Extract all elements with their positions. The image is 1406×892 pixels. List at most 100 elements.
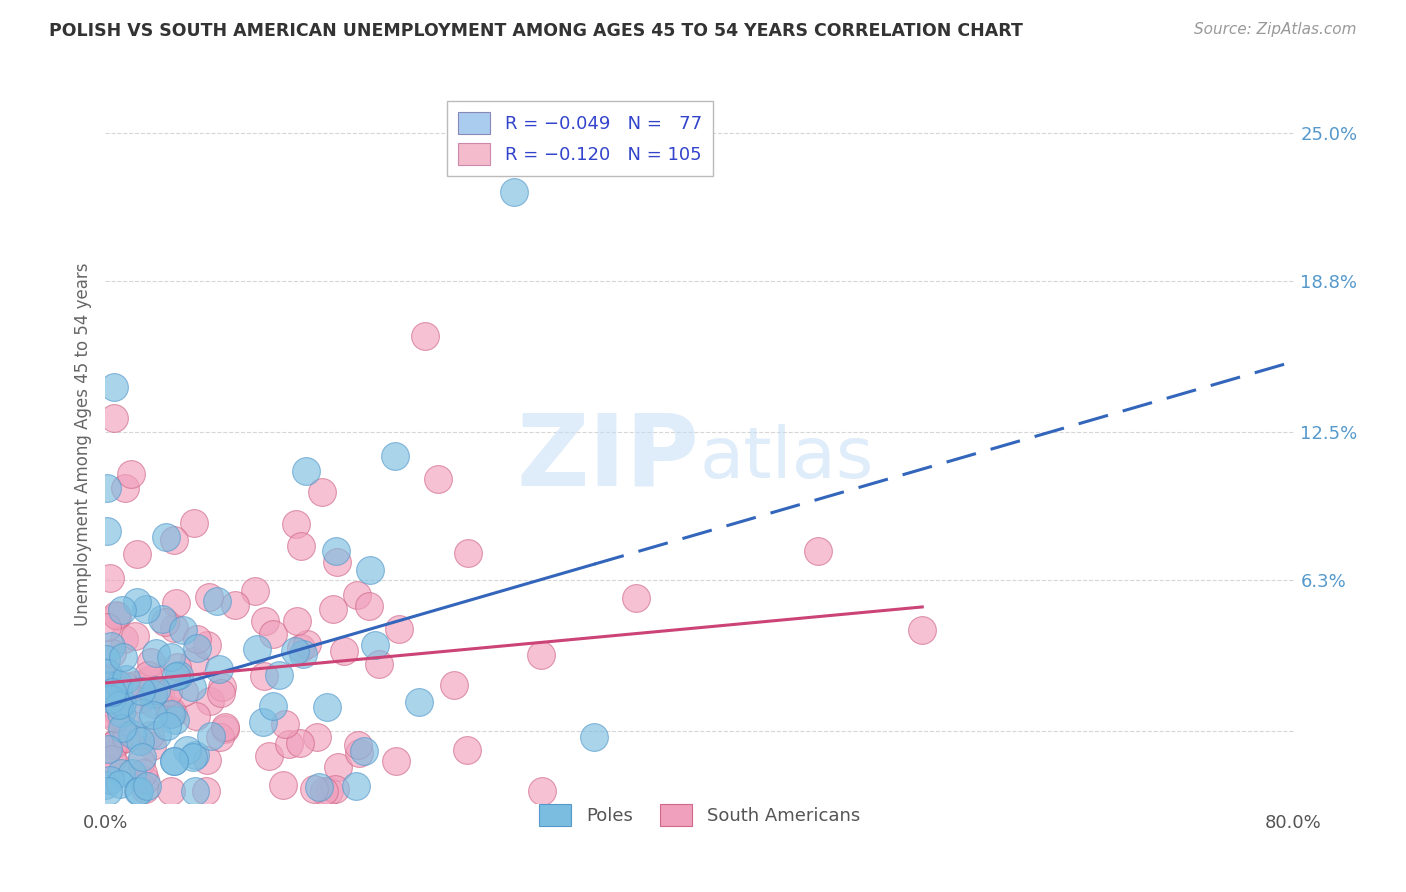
Point (110, 765, 132, 780)
Point (290, 640, 312, 655)
Point (328, 760, 350, 774)
Point (165, 596, 187, 610)
Point (294, 464, 316, 478)
Point (349, 746, 371, 760)
Point (94, 778, 117, 792)
Point (149, 687, 172, 701)
Point (115, 672, 138, 686)
Point (138, 673, 160, 688)
Point (97, 784, 120, 798)
Point (150, 612, 173, 626)
Point (96, 620, 118, 634)
Point (165, 713, 187, 727)
Point (132, 765, 155, 780)
Point (103, 380, 125, 394)
Point (111, 697, 134, 711)
Point (108, 678, 131, 692)
Point (131, 706, 153, 721)
Point (214, 722, 236, 736)
Point (111, 721, 134, 735)
Point (101, 752, 124, 766)
Point (285, 614, 308, 628)
Point (100, 639, 122, 653)
Point (120, 467, 142, 481)
Point (136, 779, 159, 793)
Point (155, 530, 177, 544)
Point (112, 650, 135, 665)
Point (100, 706, 122, 721)
Point (186, 641, 208, 656)
Point (413, 329, 436, 343)
Y-axis label: Unemployment Among Ages 45 to 54 years: Unemployment Among Ages 45 to 54 years (73, 262, 91, 625)
Point (97, 671, 120, 685)
Point (103, 690, 125, 705)
Point (128, 784, 150, 798)
Point (384, 449, 406, 463)
Point (107, 698, 129, 712)
Point (114, 731, 136, 745)
Point (367, 657, 389, 672)
Point (195, 784, 218, 798)
Point (347, 739, 370, 753)
Point (530, 784, 553, 798)
Point (198, 693, 221, 707)
Point (111, 603, 134, 617)
Point (143, 697, 166, 711)
Point (163, 533, 186, 547)
Point (205, 594, 228, 608)
Point (114, 714, 136, 728)
Point (262, 698, 284, 713)
Text: Source: ZipAtlas.com: Source: ZipAtlas.com (1194, 22, 1357, 37)
Point (101, 646, 124, 660)
Point (114, 679, 136, 693)
Point (128, 734, 150, 748)
Point (384, 754, 406, 768)
Point (165, 669, 187, 683)
Point (162, 754, 184, 768)
Point (184, 784, 207, 798)
Point (314, 784, 336, 798)
Point (388, 623, 411, 637)
Point (98, 671, 121, 685)
Point (103, 411, 125, 425)
Point (307, 730, 329, 744)
Point (344, 779, 367, 793)
Point (127, 784, 149, 798)
Point (162, 706, 184, 721)
Point (107, 735, 129, 749)
Point (456, 743, 478, 757)
Point (183, 654, 205, 668)
Point (112, 632, 135, 646)
Point (131, 750, 153, 764)
Point (252, 669, 274, 683)
Point (104, 735, 127, 749)
Point (200, 729, 222, 743)
Point (359, 563, 381, 577)
Point (124, 629, 146, 643)
Point (94, 652, 117, 666)
Point (353, 744, 375, 758)
Point (176, 743, 198, 757)
Point (104, 757, 127, 772)
Point (208, 731, 231, 745)
Point (108, 777, 131, 791)
Point (457, 545, 479, 559)
Point (104, 607, 127, 622)
Point (357, 599, 380, 614)
Point (502, 186, 524, 200)
Point (96, 524, 118, 538)
Point (98, 571, 121, 585)
Point (208, 662, 231, 676)
Point (246, 642, 269, 657)
Text: POLISH VS SOUTH AMERICAN UNEMPLOYMENT AMONG AGES 45 TO 54 YEARS CORRELATION CHAR: POLISH VS SOUTH AMERICAN UNEMPLOYMENT AM… (49, 22, 1024, 40)
Point (103, 739, 125, 753)
Point (291, 647, 314, 661)
Point (173, 685, 195, 699)
Point (326, 555, 349, 569)
Point (195, 753, 218, 767)
Point (807, 544, 830, 558)
Point (243, 584, 266, 599)
Point (308, 780, 330, 795)
Point (426, 472, 449, 486)
Point (626, 591, 648, 605)
